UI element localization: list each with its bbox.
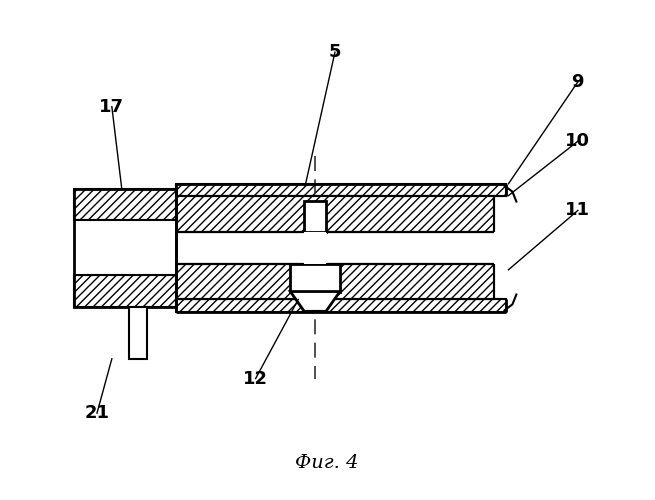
Text: 12: 12	[243, 370, 268, 388]
Text: 21: 21	[84, 404, 109, 422]
Bar	[74, 220, 176, 274]
Text: 10: 10	[565, 132, 590, 150]
Bar	[494, 232, 518, 264]
Bar	[128, 308, 147, 359]
Text: 11: 11	[565, 202, 590, 220]
Text: 17: 17	[100, 98, 124, 116]
Text: Фиг. 4: Фиг. 4	[295, 454, 359, 471]
Polygon shape	[290, 292, 340, 312]
Text: 9: 9	[572, 73, 584, 91]
Bar	[176, 300, 506, 312]
Bar	[74, 188, 176, 308]
Bar	[303, 232, 327, 264]
Bar	[74, 188, 176, 220]
Bar	[290, 264, 340, 291]
Bar	[304, 200, 326, 232]
Bar	[176, 184, 506, 196]
Bar	[74, 274, 176, 308]
Bar	[176, 264, 494, 300]
Text: 5: 5	[329, 43, 341, 61]
Bar	[176, 196, 494, 232]
